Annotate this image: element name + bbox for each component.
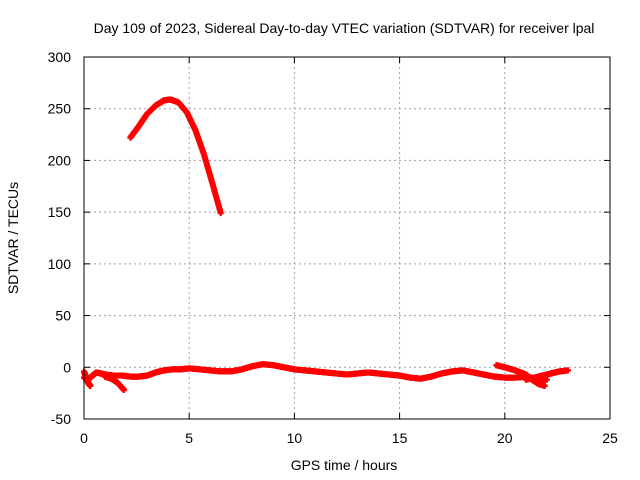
series-baseline-1 bbox=[81, 366, 184, 383]
grid-lines bbox=[84, 57, 610, 419]
data-point bbox=[87, 382, 94, 389]
y-tick-label: 100 bbox=[48, 256, 72, 272]
x-axis-label: GPS time / hours bbox=[291, 457, 398, 473]
chart-title: Day 109 of 2023, Sidereal Day-to-day VTE… bbox=[94, 20, 595, 36]
y-tick-label: -50 bbox=[51, 411, 71, 427]
y-tick-label: 50 bbox=[55, 308, 71, 324]
y-tick-label: 150 bbox=[48, 204, 72, 220]
x-tick-label: 25 bbox=[602, 430, 618, 446]
series-baseline-5 bbox=[522, 367, 571, 383]
series-baseline-2 bbox=[177, 361, 424, 382]
series-baseline-1-tail bbox=[102, 373, 127, 394]
x-tick-label: 20 bbox=[497, 430, 513, 446]
axis-ticks: 0 5 10 15 20 25 -50 0 50 100 150 200 250 300 bbox=[48, 49, 618, 446]
y-tick-label: 200 bbox=[48, 152, 72, 168]
data-point bbox=[217, 210, 224, 217]
y-tick-label: 300 bbox=[48, 49, 72, 65]
x-tick-label: 10 bbox=[287, 430, 303, 446]
y-tick-label: 0 bbox=[63, 359, 71, 375]
y-axis-label: SDTVAR / TECUs bbox=[5, 182, 21, 294]
data-point bbox=[564, 367, 571, 374]
x-tick-label: 0 bbox=[80, 430, 88, 446]
data-point bbox=[120, 387, 127, 394]
x-tick-label: 15 bbox=[392, 430, 408, 446]
plot-frame bbox=[83, 56, 611, 420]
x-tick-label: 5 bbox=[185, 430, 193, 446]
series-arc-high bbox=[127, 96, 224, 217]
y-tick-label: 250 bbox=[48, 101, 72, 117]
data-point bbox=[541, 382, 548, 389]
data-points bbox=[81, 96, 571, 394]
